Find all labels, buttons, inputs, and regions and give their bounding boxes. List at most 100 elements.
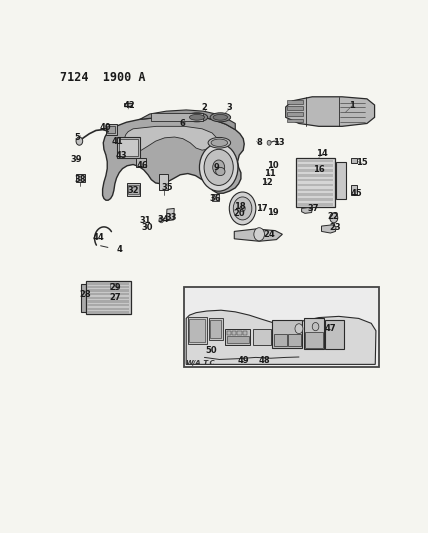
Polygon shape: [321, 225, 336, 233]
Bar: [297, 169, 333, 172]
Ellipse shape: [213, 115, 228, 120]
Bar: [227, 330, 231, 335]
Circle shape: [204, 149, 233, 185]
Bar: [325, 320, 344, 349]
Circle shape: [295, 324, 303, 334]
Text: 8: 8: [256, 138, 262, 147]
Bar: [87, 286, 129, 288]
Ellipse shape: [211, 139, 228, 147]
Bar: [187, 317, 207, 344]
Bar: [87, 300, 129, 303]
Bar: [274, 334, 287, 346]
Bar: [152, 113, 203, 120]
Polygon shape: [103, 117, 244, 200]
Bar: [287, 118, 303, 122]
Text: 14: 14: [316, 149, 328, 158]
Circle shape: [229, 192, 256, 225]
Text: 40: 40: [99, 123, 111, 132]
Bar: [87, 308, 129, 310]
Bar: [297, 159, 333, 162]
Circle shape: [213, 160, 225, 175]
Text: 12: 12: [261, 177, 273, 187]
Bar: [227, 336, 249, 343]
Circle shape: [76, 137, 83, 145]
Text: 50: 50: [205, 346, 217, 355]
Text: 1: 1: [349, 101, 355, 109]
Bar: [87, 297, 129, 299]
Text: 7124  1900 A: 7124 1900 A: [60, 70, 146, 84]
Text: 18: 18: [234, 203, 246, 211]
Polygon shape: [285, 97, 374, 126]
Text: 19: 19: [267, 208, 278, 217]
Bar: [119, 139, 138, 156]
Ellipse shape: [186, 113, 208, 122]
Bar: [287, 106, 303, 110]
Text: 24: 24: [263, 230, 275, 239]
Text: 10: 10: [267, 161, 278, 170]
Text: 27: 27: [109, 293, 121, 302]
Bar: [253, 329, 271, 345]
Bar: [237, 330, 241, 335]
Bar: [184, 287, 378, 367]
Bar: [297, 184, 333, 186]
Text: W/A.T.C.: W/A.T.C.: [185, 360, 218, 366]
Text: 35: 35: [161, 183, 173, 191]
Bar: [81, 284, 87, 312]
Ellipse shape: [210, 113, 231, 122]
Bar: [128, 184, 139, 195]
Circle shape: [199, 143, 238, 191]
Text: 28: 28: [79, 290, 91, 299]
Bar: [159, 174, 168, 190]
Text: 46: 46: [137, 161, 148, 170]
Text: 3: 3: [226, 103, 232, 112]
Bar: [87, 282, 129, 285]
Text: 34: 34: [158, 215, 169, 224]
Bar: [287, 112, 303, 116]
Bar: [288, 334, 301, 346]
Bar: [127, 183, 140, 196]
Circle shape: [233, 197, 252, 220]
Text: 5: 5: [74, 133, 80, 142]
Circle shape: [267, 140, 271, 145]
Bar: [336, 163, 346, 199]
Text: 17: 17: [256, 204, 268, 213]
Bar: [212, 193, 219, 201]
Circle shape: [330, 213, 338, 223]
Text: 29: 29: [109, 283, 121, 292]
Text: 22: 22: [327, 212, 339, 221]
Circle shape: [159, 217, 163, 223]
Bar: [189, 319, 205, 342]
Bar: [232, 330, 236, 335]
Text: 23: 23: [329, 223, 341, 232]
Text: 31: 31: [140, 216, 152, 225]
Bar: [297, 203, 333, 206]
Bar: [297, 193, 333, 196]
Bar: [107, 126, 115, 133]
Bar: [287, 100, 303, 104]
Text: 42: 42: [123, 101, 135, 110]
Bar: [297, 164, 333, 167]
Text: 33: 33: [166, 213, 177, 222]
Bar: [209, 318, 223, 340]
Bar: [296, 158, 335, 207]
Text: 43: 43: [116, 150, 127, 159]
Text: 47: 47: [325, 324, 336, 333]
Circle shape: [240, 205, 245, 212]
Text: 6: 6: [180, 119, 186, 128]
Text: 37: 37: [307, 204, 318, 213]
Bar: [297, 179, 333, 181]
Text: 44: 44: [92, 232, 104, 241]
Bar: [124, 102, 132, 106]
Polygon shape: [140, 110, 235, 130]
Bar: [106, 124, 116, 134]
Bar: [87, 304, 129, 306]
Bar: [110, 282, 116, 289]
Bar: [137, 158, 146, 167]
Text: 36: 36: [210, 194, 221, 203]
Text: 38: 38: [75, 175, 86, 184]
Text: 13: 13: [273, 138, 285, 147]
Text: 16: 16: [313, 165, 325, 174]
Bar: [87, 311, 129, 314]
Bar: [273, 320, 302, 348]
Bar: [225, 329, 250, 345]
